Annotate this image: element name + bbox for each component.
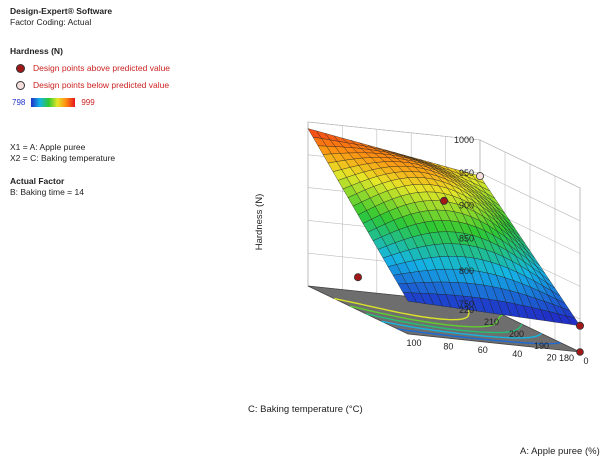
- design-points: [353, 172, 585, 356]
- factor-x2: X2 = C: Baking temperature: [10, 153, 116, 163]
- design-point-3: [353, 273, 362, 282]
- y-tick-210: 210: [484, 317, 499, 327]
- z-tick-900: 900: [459, 201, 474, 211]
- y-tick-220: 220: [459, 305, 474, 315]
- legend-below-label: Design points below predicted value: [33, 80, 170, 90]
- floor-contour: [397, 328, 561, 345]
- x-tick-80: 80: [443, 342, 453, 352]
- y-axis-label: C: Baking temperature (°C): [248, 404, 363, 415]
- z-tick-750: 750: [459, 299, 474, 309]
- response-title: Hardness (N): [10, 46, 63, 56]
- design-point-4: [576, 321, 585, 330]
- design-point-floor: [576, 348, 584, 356]
- floor-contour: [381, 320, 542, 339]
- z-axis-label: Hardness (N): [254, 194, 265, 251]
- response-surface: [307, 128, 581, 327]
- x-tick-40: 40: [512, 349, 522, 359]
- factor-x1: X1 = A: Apple puree: [10, 142, 86, 152]
- x-tick-0: 0: [583, 356, 588, 366]
- z-tick-850: 850: [459, 233, 474, 243]
- dot-above-icon: [16, 64, 25, 73]
- y-tick-190: 190: [534, 341, 549, 351]
- legend-above-label: Design points above predicted value: [33, 63, 171, 73]
- dot-below-icon: [16, 81, 25, 90]
- axis-ticks: 750 800 850 900 950 1000 0 20 40 60 80 100 180 190 200…: [406, 135, 588, 366]
- factor-coding: Factor Coding: Actual: [10, 17, 92, 27]
- actual-factor-value: B: Baking time = 14: [10, 187, 84, 197]
- floor-plane: [307, 285, 581, 353]
- legend-above: Design points above predicted value: [16, 63, 240, 74]
- color-gradient-bar: [31, 98, 76, 107]
- floor-contour: [365, 313, 523, 334]
- x-tick-100: 100: [406, 338, 421, 348]
- legend-panel: Design-Expert® Software Factor Coding: A…: [10, 6, 240, 198]
- y-tick-200: 200: [509, 329, 524, 339]
- color-scale: 798 999: [12, 97, 240, 108]
- software-title: Design-Expert® Software: [10, 6, 113, 16]
- design-point-2: [439, 196, 448, 205]
- floor-contour: [349, 305, 503, 328]
- x-axis-label: A: Apple puree (%): [520, 446, 600, 457]
- design-point-1: [475, 172, 484, 181]
- scale-min: 798: [12, 98, 26, 107]
- x-tick-60: 60: [478, 345, 488, 355]
- z-tick-950: 950: [459, 168, 474, 178]
- y-tick-180: 180: [559, 353, 574, 363]
- surface-cell: [566, 315, 581, 327]
- scale-max: 999: [81, 98, 95, 107]
- actual-factor-title: Actual Factor: [10, 176, 65, 186]
- z-tick-800: 800: [459, 266, 474, 276]
- z-tick-1000: 1000: [454, 135, 474, 145]
- legend-below: Design points below predicted value: [16, 80, 240, 91]
- x-tick-20: 20: [547, 352, 557, 362]
